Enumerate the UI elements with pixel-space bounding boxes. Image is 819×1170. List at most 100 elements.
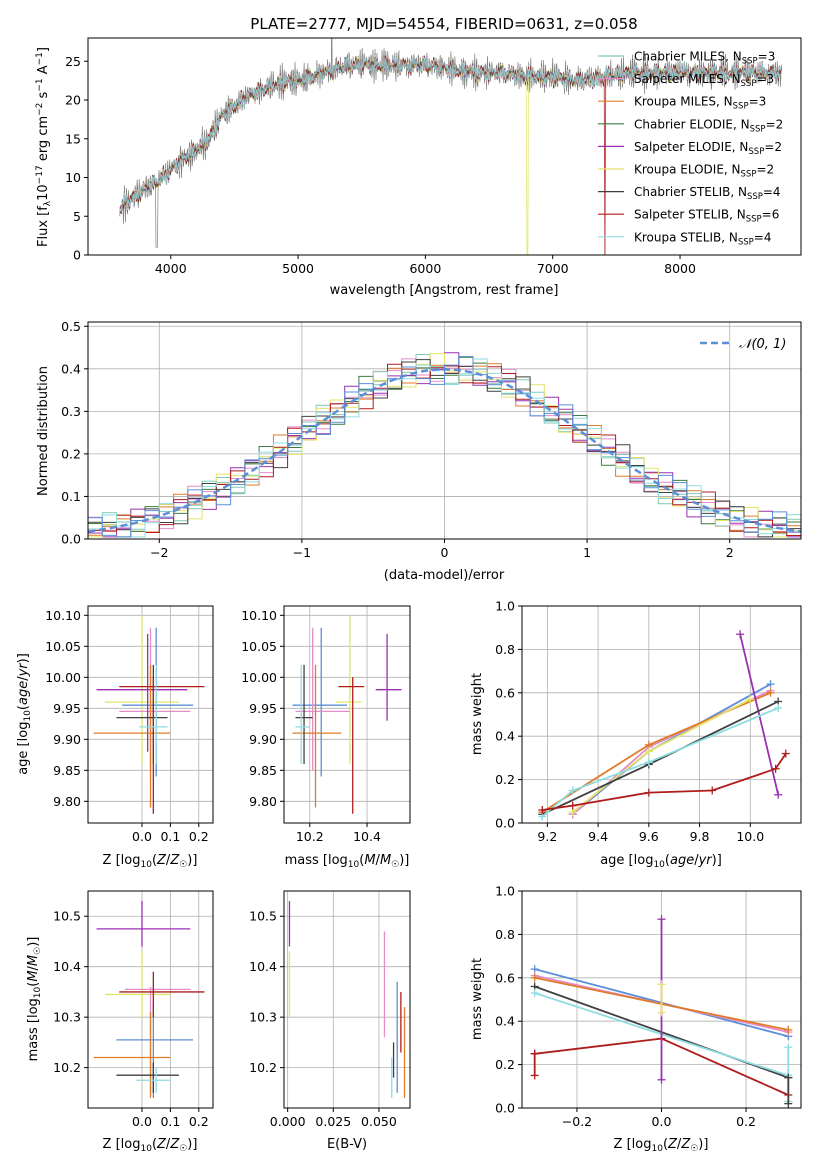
age-vs-Z-ytick-label: 9.95	[53, 701, 81, 716]
age-vs-Z-ytick-label: 9.90	[53, 732, 81, 747]
mass-vs-z-ylabel: mass [log10(M/M☉)]	[26, 937, 43, 1062]
residuals-ytick-label: 0.2	[61, 446, 81, 461]
residuals-ytick-label: 0.1	[61, 489, 81, 504]
spectrum-legend-label: Salpeter MILES, NSSP=3	[634, 72, 774, 89]
age-vs-mass-ytick-label: 9.95	[249, 701, 277, 716]
weight-vs-Z-xtick-label: 0.2	[736, 1114, 756, 1129]
weight-vs-age-xtick-label: 9.4	[588, 829, 608, 844]
residuals-xtick-label: 0	[441, 545, 449, 560]
mass-vs-EBV-xtick-label: 0.050	[361, 1114, 397, 1129]
weight-vs-age-xtick-label: 9.8	[690, 829, 710, 844]
age-vs-mass-ytick-label: 9.80	[249, 794, 277, 809]
spectrum-legend-sub: SSP	[733, 102, 749, 112]
age-vs-mass-ytick-label: 9.90	[249, 732, 277, 747]
spectrum-xtick-label: 4000	[155, 261, 187, 276]
weight-vs-age-xlabel: age [log10(age/yr)]	[600, 853, 722, 870]
weight-vs-age-xtick-label: 9.2	[537, 829, 557, 844]
spectrum-legend-rest: =4	[763, 185, 781, 199]
spectrum-ytick-label: 15	[65, 131, 81, 146]
spectrum-legend-rest: =2	[766, 117, 784, 131]
spectrum-legend-sub: SSP	[748, 147, 764, 157]
spectrum-xlabel: wavelength [Angstrom, rest frame]	[330, 283, 559, 298]
weight-vs-Z-ytick-label: 0.8	[495, 927, 515, 942]
weight-vs-age-xtick-label: 9.6	[639, 829, 659, 844]
spectrum-xtick-label: 8000	[664, 261, 696, 276]
spectrum-legend-rest: =4	[754, 230, 772, 244]
residuals-ytick-label: 0.0	[61, 532, 81, 547]
weight-vs-Z-ytick-label: 0.4	[495, 1014, 515, 1029]
age-vs-z-ylabel: age [log10(age/yr)]	[16, 653, 33, 775]
spectrum-legend: Chabrier MILES, NSSP=3 Salpeter MILES, NS…	[598, 50, 783, 248]
spectrum-legend-sub: SSP	[746, 215, 762, 225]
spectrum-legend-sub: SSP	[742, 57, 758, 67]
spectrum-legend-label: Salpeter ELODIE, NSSP=2	[634, 140, 782, 157]
residuals-xtick-label: 2	[726, 545, 734, 560]
weight-vs-age-ytick-label: 0.8	[495, 642, 515, 657]
weight-vs-Z-ytick-label: 0.6	[495, 970, 515, 985]
residuals-legend-label: 𝒩(0, 1)	[739, 337, 786, 352]
spectrum-panel: 4000 5000 6000 7000 8000 0 5 10 15 20 25 Chabrier …	[35, 7, 801, 298]
residuals-ytick-label: 0.3	[61, 404, 81, 419]
weight-vs-age-ytick-label: 1.0	[495, 599, 515, 614]
spectrum-legend-sub: SSP	[741, 79, 757, 89]
residuals-legend: 𝒩(0, 1)	[700, 337, 786, 352]
mass-vs-EBV-ytick-label: 10.5	[249, 909, 277, 924]
residuals-xlabel: (data-model)/error	[384, 568, 505, 583]
spectrum-legend-label: Chabrier ELODIE, NSSP=2	[634, 117, 783, 134]
mass-vs-z-panel: 0.0 0.1 0.2 10.2 10.3 10.4 10.5 Z [log10(Z/Z☉)…	[26, 891, 213, 1154]
spectrum-legend-rest: =3	[756, 72, 774, 86]
weight-vs-age-ytick-label: 0.2	[495, 772, 515, 787]
age-vs-mass-xtick-label: 10.2	[296, 829, 324, 844]
spectrum-legend-sub: SSP	[741, 170, 757, 180]
residuals-ytick-label: 0.4	[61, 361, 81, 376]
mass-vs-Z-ytick-label: 10.5	[53, 909, 81, 924]
mass-vs-EBV-ytick-label: 10.4	[249, 959, 277, 974]
residuals-panel: −2 −1 0 1 20.00.10.20.30.40.5 𝒩(0, 1) (data-…	[36, 319, 801, 583]
age-vs-mass-xtick-label: 10.4	[353, 829, 381, 844]
residuals-ytick-label: 0.5	[61, 319, 81, 334]
weight-vs-z-panel: −0.2 0.0 0.20.00.20.40.60.81.0 Z [log10(Z/…	[470, 884, 801, 1155]
mass-vs-EBV-ytick-label: 10.2	[249, 1060, 277, 1075]
spectrum-legend-label: Salpeter STELIB, NSSP=6	[634, 208, 779, 225]
weight-vs-age-ytick-label: 0.4	[495, 729, 515, 744]
weight-line	[542, 754, 786, 810]
weight-vs-z-ylabel: mass weight	[470, 958, 485, 1040]
weight-vs-age-xtick-label: 10.0	[736, 829, 764, 844]
mass-vs-EBV-xtick-label: 0.025	[315, 1114, 351, 1129]
weight-vs-age-ylabel: mass weight	[470, 673, 485, 755]
spectrum-legend-label: Chabrier MILES, NSSP=3	[634, 50, 775, 67]
residuals-xtick-label: −2	[150, 545, 168, 560]
weight-line	[542, 693, 770, 812]
mass-vs-EBV-ytick-label: 10.3	[249, 1010, 277, 1025]
age-vs-mass-ytick-label: 10.10	[241, 608, 277, 623]
spectrum-legend-rest: =3	[749, 95, 767, 109]
age-vs-mass-ytick-label: 9.85	[249, 763, 277, 778]
spectrum-legend-rest: =2	[756, 163, 774, 177]
mass-vs-z-xlabel: Z [log10(Z/Z☉)]	[103, 1137, 198, 1154]
spectrum-legend-sub: SSP	[738, 237, 754, 247]
weight-vs-age-ytick-label: 0.0	[495, 816, 515, 831]
mass-vs-ebv-panel: 0.000 0.025 0.050 10.2 10.3 10.4 10.5 E(B-V)	[249, 891, 410, 1152]
age-vs-mass-frame	[284, 606, 410, 823]
spectrum-xtick-label: 7000	[537, 261, 569, 276]
residuals-ylabel: Normed distribution	[36, 366, 51, 496]
age-vs-Z-ytick-label: 9.80	[53, 794, 81, 809]
figure-title: PLATE=2777, MJD=54554, FIBERID=0631, z=0…	[250, 15, 637, 33]
weight-line	[573, 699, 751, 812]
age-vs-mass-ytick-label: 10.00	[241, 670, 277, 685]
age-vs-mass-ytick-label: 10.05	[241, 639, 277, 654]
spectrum-ytick-label: 0	[73, 248, 81, 263]
spectrum-legend-rest: =3	[758, 50, 776, 64]
spectrum-legend-label: Kroupa MILES, NSSP=3	[634, 95, 766, 112]
weight-vs-Z-xtick-label: −0.2	[562, 1114, 592, 1129]
weight-vs-z-xlabel: Z [log10(Z/Z☉)]	[614, 1137, 709, 1154]
age-vs-Z-xtick-label: 0.0	[132, 829, 152, 844]
weight-vs-age-ytick-label: 0.6	[495, 685, 515, 700]
age-vs-z-panel: 0.0 0.1 0.29.809.859.909.9510.0010.0510.10…	[16, 606, 213, 870]
spectrum-legend-label: Kroupa ELODIE, NSSP=2	[634, 163, 774, 180]
residuals-xtick-label: 1	[583, 545, 591, 560]
spectrum-xtick-label: 5000	[282, 261, 314, 276]
mass-vs-EBV-xtick-label: 0.000	[270, 1114, 306, 1129]
mass-vs-Z-xtick-label: 0.0	[132, 1114, 152, 1129]
mass-vs-ebv-xlabel: E(B-V)	[327, 1137, 367, 1152]
